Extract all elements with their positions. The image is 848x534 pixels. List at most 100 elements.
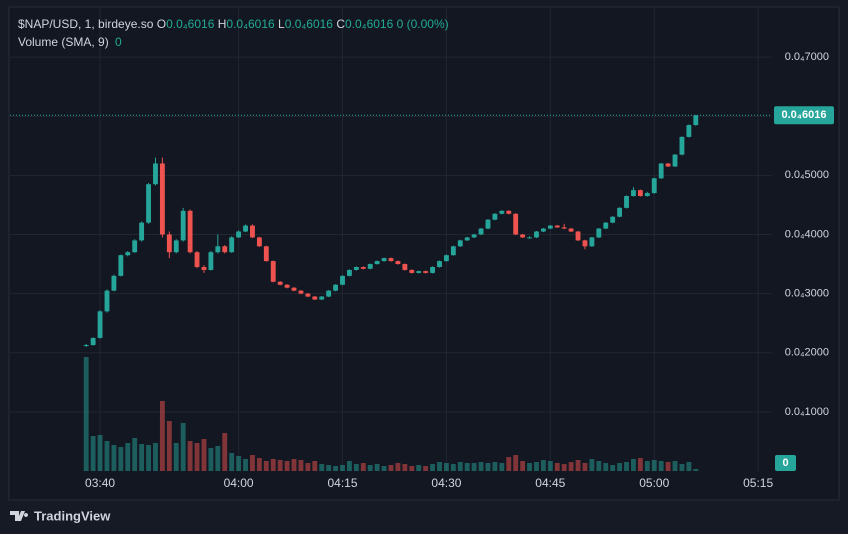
- candle-body: [90, 337, 96, 346]
- volume-bar: [284, 461, 290, 471]
- candle-body: [478, 228, 484, 235]
- y-tick-label: 0.0₄7000: [785, 51, 829, 63]
- candle-body: [104, 290, 110, 312]
- candle-body: [125, 252, 131, 256]
- x-tick-label: 04:45: [535, 476, 565, 490]
- y-tick-label: 0.0₄3000: [785, 288, 829, 300]
- candle-body: [326, 290, 332, 297]
- candle-body: [540, 228, 546, 232]
- volume-bar: [693, 469, 699, 471]
- candle-body: [256, 237, 262, 247]
- chart-panel: [8, 6, 840, 501]
- candle-body: [631, 190, 636, 197]
- volume-bar: [347, 461, 352, 471]
- candle-body: [166, 234, 172, 253]
- volume-bar: [471, 463, 477, 471]
- volume-bar: [534, 462, 539, 471]
- candle-body: [672, 154, 678, 167]
- candle-body: [534, 231, 539, 238]
- candle-body: [464, 237, 470, 241]
- volume-bar: [90, 436, 96, 471]
- volume-bar: [153, 443, 158, 471]
- volume-bar: [686, 462, 692, 471]
- volume-bar: [291, 459, 297, 471]
- legend-row: $NAP/USD, 1, birdeye.so O0.0₄6016 H0.0₄6…: [18, 17, 449, 31]
- candle-body: [589, 237, 595, 247]
- candle-body: [208, 252, 214, 270]
- volume-bar: [132, 438, 138, 471]
- candle-body: [457, 240, 463, 247]
- volume-bar: [499, 463, 505, 471]
- candle-body: [215, 246, 221, 253]
- volume-bar: [409, 466, 415, 471]
- volume-bar: [353, 464, 359, 471]
- candle-body: [305, 293, 311, 297]
- ohlc-key: C: [336, 17, 345, 31]
- price-tag: [774, 106, 834, 125]
- volume-bar: [651, 460, 657, 471]
- volume-bar: [658, 461, 664, 471]
- candle-body: [416, 271, 422, 273]
- ohlc-key: H: [217, 17, 227, 31]
- candle-body: [644, 193, 650, 197]
- tradingview-logo: [10, 511, 29, 521]
- volume-bar: [395, 463, 401, 471]
- volume-bar: [582, 463, 588, 471]
- volume-bar: [173, 443, 179, 471]
- volume-bar: [388, 465, 394, 471]
- volume-bar: [665, 462, 671, 471]
- volume-bar: [118, 447, 124, 471]
- volume-bar: [83, 357, 89, 471]
- volume-bar: [430, 464, 435, 471]
- candle-body: [360, 266, 366, 269]
- x-tick-label: 05:15: [743, 476, 773, 490]
- candle-body: [658, 163, 664, 179]
- candle-body: [499, 210, 505, 214]
- candle-body: [437, 261, 442, 267]
- volume-bar: [547, 461, 553, 471]
- volume-bar: [416, 465, 422, 471]
- candle-body: [554, 225, 560, 228]
- candle-body: [568, 228, 574, 232]
- volume-bar: [243, 459, 248, 471]
- volume-bar: [312, 461, 318, 471]
- candle-body: [243, 225, 248, 232]
- volume-bar: [111, 445, 117, 471]
- price-tag-label: 0.0₄6016: [781, 109, 826, 121]
- candle-body: [485, 219, 491, 229]
- volume-bar: [270, 459, 276, 471]
- candle-body: [492, 213, 498, 220]
- ohlc-key: O: [156, 17, 167, 31]
- candle-body: [118, 255, 124, 276]
- candle-body: [610, 216, 616, 223]
- candle-body: [603, 222, 609, 229]
- candle-body: [624, 196, 629, 208]
- volume-bar: [437, 462, 442, 471]
- ohlc-value: 0.0₄6016: [345, 17, 394, 31]
- candle-body: [388, 258, 394, 262]
- volume-bar: [554, 463, 560, 471]
- volume-bar: [631, 459, 636, 471]
- candle-body: [527, 237, 532, 239]
- candle-body: [263, 246, 269, 262]
- candle-body: [298, 290, 304, 294]
- volume-bar: [250, 455, 255, 471]
- candle-body: [284, 284, 290, 288]
- volume-bar: [256, 458, 262, 471]
- candle-body: [450, 246, 456, 256]
- volume-bar: [637, 458, 643, 471]
- candle-body: [693, 115, 699, 126]
- candle-body: [201, 266, 207, 270]
- volume-bar: [402, 464, 408, 471]
- volume-bar: [146, 445, 151, 471]
- ohlc-key: L: [278, 17, 285, 31]
- y-tick-label: 0.0₄1000: [785, 406, 829, 418]
- volume-bar: [222, 433, 228, 471]
- candle-body: [291, 287, 297, 291]
- candle-body: [665, 163, 671, 167]
- candle-body: [229, 237, 235, 253]
- volume-bar: [617, 463, 623, 471]
- volume-bar: [624, 462, 629, 471]
